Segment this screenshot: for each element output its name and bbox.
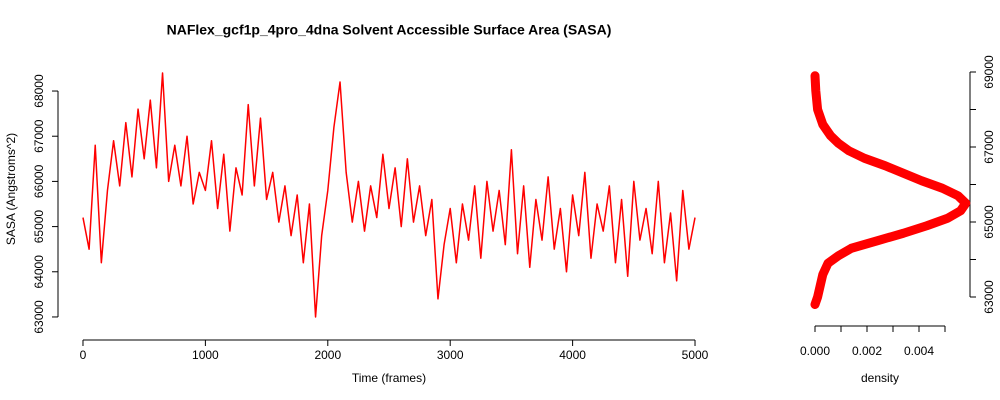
x-tick-label: 2000 [314, 348, 341, 362]
x-tick-label: 0.000 [800, 344, 830, 358]
x-tick-label: 5000 [682, 348, 709, 362]
data-line [82, 72, 696, 318]
y-tick-label: 65000 [32, 210, 46, 244]
y-tick-label: 68000 [32, 74, 46, 108]
density-curve [810, 71, 971, 309]
x-tick-label: 0.002 [852, 344, 882, 358]
y-tick-label: 67000 [32, 119, 46, 153]
x-tick-label: 3000 [437, 348, 464, 362]
y-tick-label: 63000 [982, 280, 996, 314]
y-tick-label: 67000 [982, 130, 996, 164]
x-tick-label: 0.004 [904, 344, 934, 358]
y-tick-label: 66000 [32, 164, 46, 198]
x-axis-label: Time (frames) [352, 371, 426, 385]
y-tick-label: 63000 [32, 300, 46, 334]
chart-title: NAFlex_gcf1p_4pro_4dna Solvent Accessibl… [167, 22, 612, 38]
y-tick-label: 69000 [982, 55, 996, 89]
x-tick-label: 4000 [559, 348, 586, 362]
x-tick-label: 1000 [192, 348, 219, 362]
y-tick-label: 64000 [32, 255, 46, 289]
y-axis-label: SASA (Angstroms^2) [4, 133, 18, 245]
x-axis-label: density [861, 371, 899, 385]
x-tick-label: 0 [80, 348, 87, 362]
y-tick-label: 65000 [982, 205, 996, 239]
